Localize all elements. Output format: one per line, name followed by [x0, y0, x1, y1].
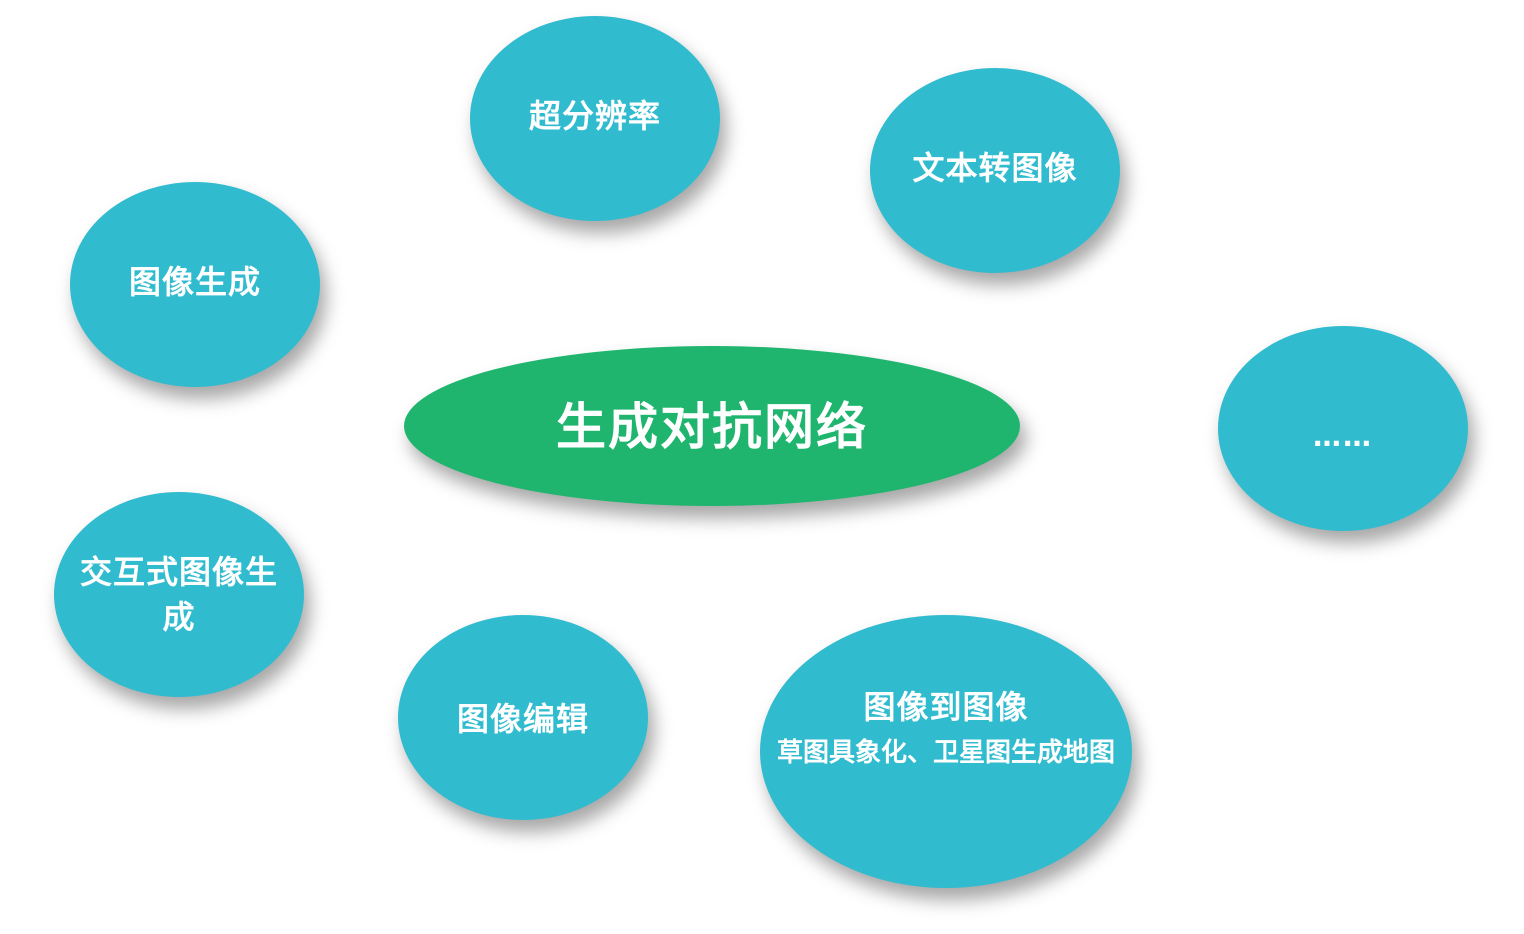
node-label: 交互式图像生成 — [79, 552, 278, 636]
node-label: 图像编辑 — [456, 699, 589, 738]
node-label: 图像生成 — [128, 262, 261, 301]
node-image-editing: 图像编辑 — [398, 615, 648, 820]
center-node-gan: 生成对抗网络 — [404, 346, 1020, 506]
center-label: 生成对抗网络 — [556, 398, 868, 457]
node-super-resolution: 超分辨率 — [470, 16, 720, 221]
ellipsis-label: …… — [1313, 420, 1373, 453]
node-label: 超分辨率 — [528, 96, 661, 135]
node-label: 图像到图像 — [863, 688, 1029, 727]
node-sublabel: 草图具象化、卫星图生成地图 — [776, 737, 1115, 768]
node-text-group: 图像到图像 草图具象化、卫星图生成地图 — [777, 686, 1115, 768]
node-image-to-image: 图像到图像 草图具象化、卫星图生成地图 — [760, 615, 1132, 888]
node-interactive-image-generation: 交互式图像生成 — [54, 492, 304, 697]
node-more: …… — [1218, 326, 1468, 531]
node-text-to-image: 文本转图像 — [870, 68, 1120, 273]
node-label: 文本转图像 — [912, 148, 1078, 187]
node-image-generation: 图像生成 — [70, 182, 320, 387]
